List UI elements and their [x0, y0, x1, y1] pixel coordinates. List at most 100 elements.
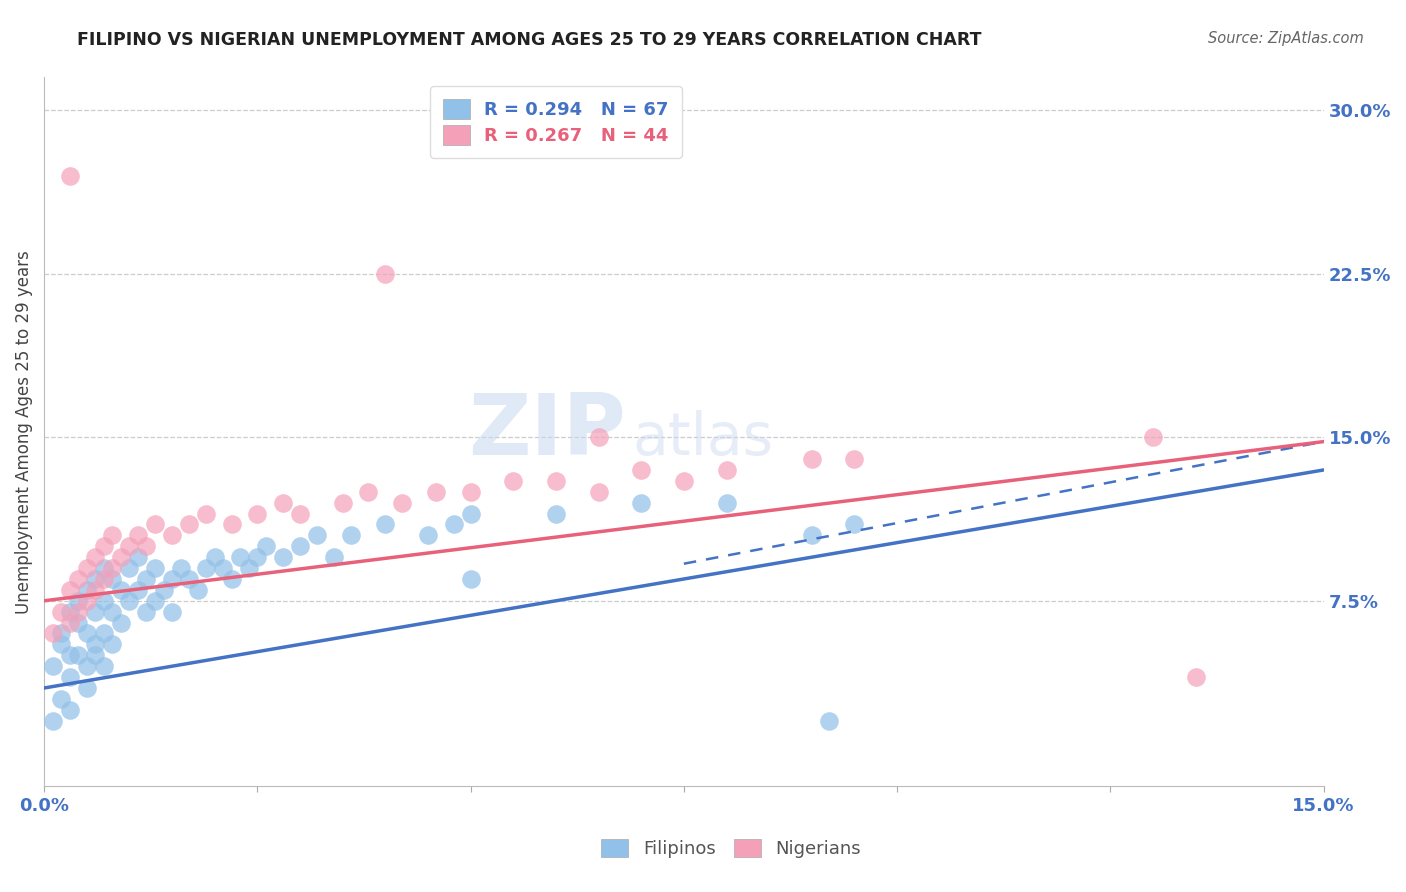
- Point: [118, 539, 141, 553]
- Point: [101, 637, 124, 651]
- Point: [93, 561, 115, 575]
- Point: [630, 496, 652, 510]
- Point: [238, 561, 260, 575]
- Point: [391, 496, 413, 510]
- Point: [67, 648, 90, 663]
- Point: [179, 572, 201, 586]
- Point: [374, 517, 396, 532]
- Point: [59, 605, 82, 619]
- Point: [135, 605, 157, 619]
- Point: [67, 605, 90, 619]
- Point: [271, 550, 294, 565]
- Point: [93, 594, 115, 608]
- Point: [374, 267, 396, 281]
- Point: [221, 517, 243, 532]
- Point: [160, 572, 183, 586]
- Point: [84, 605, 107, 619]
- Point: [460, 507, 482, 521]
- Point: [143, 517, 166, 532]
- Point: [93, 539, 115, 553]
- Point: [76, 561, 98, 575]
- Point: [204, 550, 226, 565]
- Point: [51, 637, 73, 651]
- Point: [59, 582, 82, 597]
- Point: [67, 615, 90, 630]
- Point: [416, 528, 439, 542]
- Point: [229, 550, 252, 565]
- Point: [41, 659, 63, 673]
- Point: [195, 561, 218, 575]
- Point: [340, 528, 363, 542]
- Point: [254, 539, 277, 553]
- Point: [101, 561, 124, 575]
- Point: [716, 463, 738, 477]
- Point: [357, 484, 380, 499]
- Point: [51, 692, 73, 706]
- Point: [67, 572, 90, 586]
- Point: [800, 452, 823, 467]
- Point: [76, 659, 98, 673]
- Point: [41, 626, 63, 640]
- Point: [246, 550, 269, 565]
- Point: [544, 474, 567, 488]
- Point: [271, 496, 294, 510]
- Point: [1142, 430, 1164, 444]
- Point: [844, 517, 866, 532]
- Point: [246, 507, 269, 521]
- Point: [143, 561, 166, 575]
- Point: [76, 626, 98, 640]
- Point: [1184, 670, 1206, 684]
- Point: [179, 517, 201, 532]
- Point: [135, 572, 157, 586]
- Point: [84, 572, 107, 586]
- Point: [332, 496, 354, 510]
- Text: Source: ZipAtlas.com: Source: ZipAtlas.com: [1208, 31, 1364, 46]
- Point: [818, 714, 841, 728]
- Text: atlas: atlas: [633, 410, 773, 467]
- Point: [443, 517, 465, 532]
- Point: [110, 582, 132, 597]
- Point: [93, 659, 115, 673]
- Point: [76, 681, 98, 695]
- Point: [127, 550, 149, 565]
- Point: [118, 561, 141, 575]
- Point: [135, 539, 157, 553]
- Point: [84, 637, 107, 651]
- Point: [160, 605, 183, 619]
- Point: [51, 605, 73, 619]
- Point: [59, 703, 82, 717]
- Point: [195, 507, 218, 521]
- Point: [630, 463, 652, 477]
- Point: [212, 561, 235, 575]
- Point: [101, 605, 124, 619]
- Point: [288, 507, 311, 521]
- Point: [672, 474, 695, 488]
- Point: [76, 594, 98, 608]
- Point: [127, 582, 149, 597]
- Point: [152, 582, 174, 597]
- Text: FILIPINO VS NIGERIAN UNEMPLOYMENT AMONG AGES 25 TO 29 YEARS CORRELATION CHART: FILIPINO VS NIGERIAN UNEMPLOYMENT AMONG …: [77, 31, 981, 49]
- Point: [588, 484, 610, 499]
- Point: [502, 474, 524, 488]
- Point: [800, 528, 823, 542]
- Point: [93, 626, 115, 640]
- Point: [59, 169, 82, 183]
- Point: [187, 582, 209, 597]
- Point: [127, 528, 149, 542]
- Point: [544, 507, 567, 521]
- Point: [84, 582, 107, 597]
- Legend: Filipinos, Nigerians: Filipinos, Nigerians: [595, 831, 868, 865]
- Point: [169, 561, 191, 575]
- Point: [41, 714, 63, 728]
- Point: [51, 626, 73, 640]
- Y-axis label: Unemployment Among Ages 25 to 29 years: Unemployment Among Ages 25 to 29 years: [15, 250, 32, 614]
- Point: [101, 572, 124, 586]
- Point: [110, 615, 132, 630]
- Point: [307, 528, 329, 542]
- Point: [59, 648, 82, 663]
- Legend: R = 0.294   N = 67, R = 0.267   N = 44: R = 0.294 N = 67, R = 0.267 N = 44: [430, 87, 682, 158]
- Point: [110, 550, 132, 565]
- Point: [84, 648, 107, 663]
- Point: [93, 572, 115, 586]
- Point: [76, 582, 98, 597]
